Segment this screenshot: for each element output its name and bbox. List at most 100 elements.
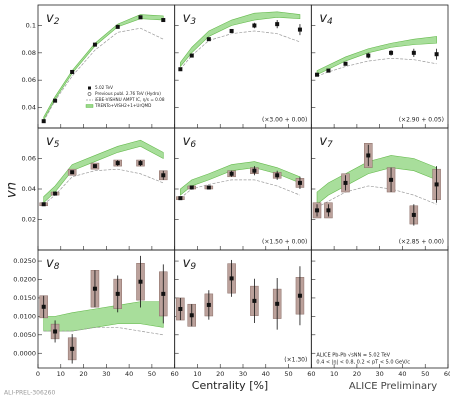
data-point: [92, 42, 97, 47]
panel-label-base: v: [46, 134, 54, 149]
panel-label-sub: 5: [54, 140, 60, 150]
y-tick-label: 0.0100: [13, 312, 36, 320]
panel: [312, 143, 441, 226]
data-point: [343, 61, 348, 66]
data-point: [229, 171, 234, 176]
data-point: [115, 161, 120, 166]
panel-label: v2: [46, 11, 60, 27]
data-point: [275, 22, 280, 27]
y-axis-label: vn: [5, 182, 20, 198]
legend-entry: 5.02 TeV: [95, 85, 113, 90]
data-point: [92, 164, 97, 169]
data-point: [189, 313, 194, 318]
x-tick-label: 30: [376, 370, 384, 378]
data-point: [434, 52, 439, 57]
data-point: [434, 182, 439, 187]
panel-label-base: v: [319, 134, 327, 149]
y-tick-label: 0.04: [22, 104, 36, 112]
model-band: [316, 36, 437, 76]
data-point: [326, 68, 331, 73]
x-tick-label: 50: [284, 370, 292, 378]
x-tick-label: 60: [444, 370, 450, 378]
y-tick-label: 0.0050: [13, 331, 36, 339]
model-band: [43, 139, 164, 204]
model-band: [43, 301, 164, 332]
scale-note: (×2.90 + 0.05): [399, 117, 444, 124]
panel-label-base: v: [46, 11, 54, 26]
data-point: [178, 307, 183, 311]
x-tick-label: 20: [353, 370, 361, 378]
data-point: [275, 173, 280, 178]
data-point: [229, 28, 234, 33]
legend-marker: [88, 86, 91, 90]
data-point: [275, 301, 280, 306]
data-point: [178, 196, 183, 201]
legend-entry: TRENTo+VISH2+1+UrQMD: [94, 103, 151, 108]
panel-label-sub: 6: [190, 140, 196, 150]
x-tick-label: 10: [57, 370, 65, 378]
panel: [41, 14, 166, 124]
panel-label: v7: [319, 134, 333, 150]
panel: [176, 161, 305, 201]
x-tick-label: 30: [239, 370, 247, 378]
legend-marker: [85, 104, 94, 108]
legend-marker: [87, 92, 92, 96]
y-tick-label: 0.1: [26, 22, 36, 30]
panel-label: v6: [183, 134, 197, 150]
data-point: [70, 69, 75, 74]
panel-label: v3: [183, 11, 197, 27]
x-tick-label: 20: [79, 370, 87, 378]
panel-label: v9: [183, 256, 197, 272]
data-point: [41, 119, 46, 124]
panel-label-sub: 7: [327, 140, 333, 150]
figure-id: ALI-PREL-306260: [4, 390, 55, 397]
panel-label-base: v: [183, 134, 191, 149]
data-point: [206, 37, 211, 42]
scale-note: (×1.30): [284, 357, 307, 364]
panel-label: v4: [319, 11, 333, 27]
y-tick-label: 0.06: [22, 76, 36, 84]
data-point: [411, 50, 416, 55]
panel: [39, 255, 168, 364]
x-tick-label: 60: [171, 370, 179, 378]
data-point: [206, 302, 211, 307]
x-tick-label: 50: [421, 370, 429, 378]
model-line: [180, 30, 301, 70]
data-point: [41, 202, 46, 207]
y-tick-label: 0.06: [22, 155, 36, 163]
data-point: [252, 23, 257, 28]
data-point: [178, 67, 183, 72]
model-band: [180, 161, 301, 196]
data-point: [138, 15, 143, 20]
data-point: [297, 293, 302, 298]
x-tick-label: 40: [125, 370, 133, 378]
data-point: [315, 72, 320, 77]
data-point: [53, 329, 58, 334]
y-tick-label: 0.0200: [13, 276, 36, 284]
watermark: ALICE Preliminary: [349, 381, 437, 392]
y-tick-label: 0.08: [22, 49, 36, 57]
data-point: [366, 153, 371, 158]
model-line: [316, 57, 437, 77]
panel: [178, 11, 302, 72]
x-tick-label: 40: [262, 370, 270, 378]
data-point: [161, 173, 166, 178]
panel-label-base: v: [319, 11, 327, 26]
info-text: 0.4 < |η| < 0.8, 0.2 < pT < 5.0 GeV/c: [316, 360, 410, 366]
x-tick-label: 0: [36, 370, 40, 378]
x-tick-label: 40: [398, 370, 406, 378]
data-point: [389, 177, 394, 182]
panel-label: v8: [46, 256, 60, 272]
data-point: [297, 180, 302, 185]
panel-label-sub: 8: [54, 262, 60, 272]
panel-label-sub: 3: [190, 17, 196, 27]
panel: [39, 139, 168, 207]
data-point: [92, 286, 97, 291]
data-point: [343, 180, 348, 185]
data-point: [53, 191, 58, 196]
x-axis-label: Centrality [%]: [192, 379, 268, 392]
data-point: [161, 291, 166, 296]
model-line: [316, 185, 437, 208]
scale-note: (×3.00 + 0.00): [262, 117, 307, 124]
panel: [315, 36, 439, 77]
